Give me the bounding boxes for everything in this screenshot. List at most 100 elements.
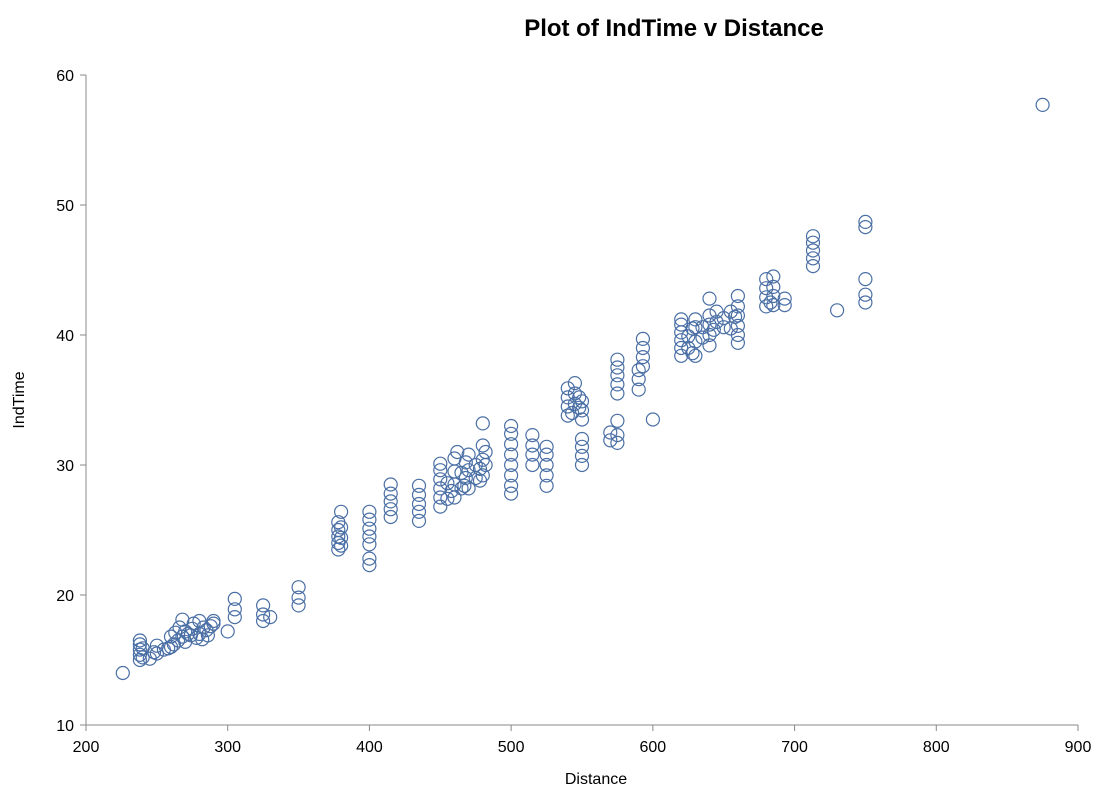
data-point xyxy=(1035,97,1050,113)
y-axis-label: IndTime xyxy=(11,371,28,428)
data-point xyxy=(525,438,540,453)
data-point xyxy=(688,312,703,327)
data-point xyxy=(454,465,469,480)
x-tick-label: 700 xyxy=(781,739,808,756)
data-point xyxy=(458,470,473,486)
data-point xyxy=(674,348,689,363)
data-point xyxy=(674,333,689,348)
data-point xyxy=(777,298,792,313)
data-point xyxy=(458,455,473,470)
data-point xyxy=(759,290,774,305)
data-point xyxy=(730,327,746,343)
data-point xyxy=(603,433,618,448)
data-point xyxy=(539,457,554,473)
data-point xyxy=(610,377,625,392)
x-tick-label: 800 xyxy=(923,739,950,756)
data-point xyxy=(635,331,651,346)
x-axis-label: Distance xyxy=(565,771,627,788)
data-point xyxy=(291,598,306,613)
data-point xyxy=(695,320,710,335)
data-point xyxy=(331,522,346,538)
data-point xyxy=(759,281,774,296)
data-point xyxy=(411,487,427,502)
data-point xyxy=(539,468,554,483)
data-point xyxy=(440,476,455,491)
data-point xyxy=(688,348,703,363)
data-point xyxy=(461,447,476,462)
data-point xyxy=(334,538,349,553)
data-point xyxy=(858,272,873,287)
data-point xyxy=(504,437,519,452)
data-point xyxy=(433,490,448,505)
data-point xyxy=(610,360,625,375)
data-point xyxy=(631,372,646,387)
data-point xyxy=(759,272,774,287)
data-point xyxy=(574,448,590,463)
data-point xyxy=(461,481,476,496)
x-tick-label: 300 xyxy=(214,739,241,756)
axes: 200 300 400 500 600 700 800 900 10 20 30 40 50 60 xyxy=(56,68,1091,756)
data-point xyxy=(220,624,235,639)
data-point xyxy=(766,269,781,284)
data-point xyxy=(331,529,346,544)
data-point xyxy=(610,386,625,401)
data-point xyxy=(457,478,472,493)
data-point xyxy=(256,598,271,613)
data-point xyxy=(454,481,469,496)
data-point xyxy=(185,621,200,636)
data-point xyxy=(256,607,271,622)
data-point xyxy=(256,613,271,629)
data-point xyxy=(730,308,746,323)
data-point xyxy=(227,591,242,607)
data-point xyxy=(383,502,398,517)
data-point xyxy=(475,438,490,453)
data-point xyxy=(433,472,448,487)
data-point xyxy=(468,457,483,473)
data-point xyxy=(645,412,661,427)
data-point xyxy=(610,352,625,367)
y-tick-label: 10 xyxy=(56,718,74,735)
data-point xyxy=(362,512,377,527)
data-point xyxy=(766,288,781,304)
x-tick-label: 200 xyxy=(73,739,100,756)
data-point xyxy=(709,314,724,330)
data-point xyxy=(716,320,731,335)
data-point xyxy=(362,521,377,536)
data-point xyxy=(610,428,625,443)
data-point xyxy=(163,629,179,644)
data-point xyxy=(525,428,540,443)
x-tick-label: 500 xyxy=(498,739,525,756)
data-point xyxy=(149,638,164,653)
data-point xyxy=(603,425,618,440)
data-point xyxy=(362,529,377,544)
data-point xyxy=(132,633,147,648)
data-point xyxy=(567,376,583,391)
data-point xyxy=(610,368,625,383)
data-point xyxy=(539,439,554,454)
data-point xyxy=(444,483,459,499)
data-point xyxy=(688,334,703,349)
data-point xyxy=(759,299,774,314)
data-point xyxy=(858,295,873,310)
data-point xyxy=(362,551,377,566)
data-point xyxy=(674,312,689,327)
data-point xyxy=(504,457,519,473)
data-point xyxy=(433,481,448,496)
data-point xyxy=(727,309,743,324)
data-point xyxy=(574,403,590,418)
data-point xyxy=(227,602,242,617)
data-point xyxy=(564,405,580,421)
data-point xyxy=(433,499,448,514)
data-point xyxy=(263,609,278,625)
data-point xyxy=(805,251,821,266)
data-point xyxy=(433,463,448,478)
data-point xyxy=(766,298,781,313)
data-point xyxy=(504,418,519,434)
data-point xyxy=(681,329,696,344)
data-point xyxy=(291,590,306,605)
data-point xyxy=(560,381,575,396)
data-point xyxy=(574,439,590,454)
x-tick-label: 600 xyxy=(640,739,667,756)
data-point xyxy=(702,317,717,332)
